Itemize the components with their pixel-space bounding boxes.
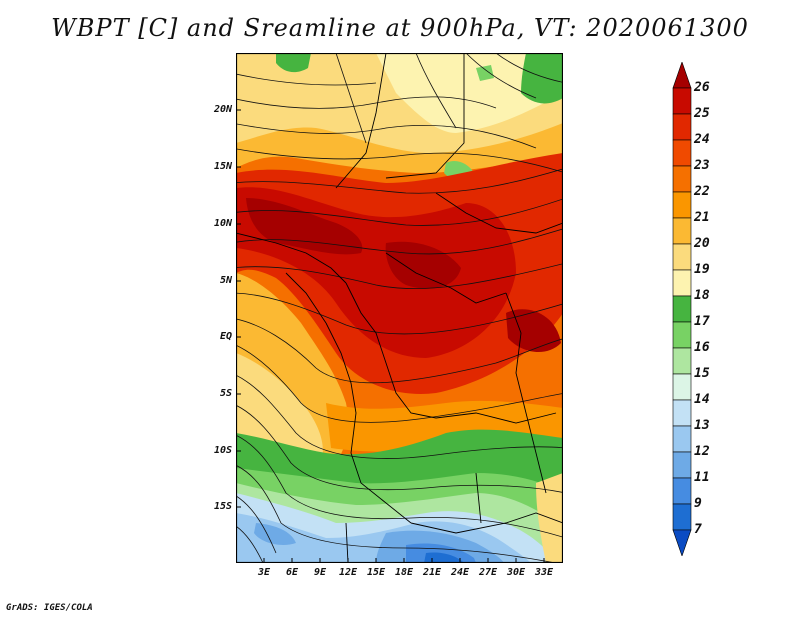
wbpt-26-zone-w [246, 198, 363, 255]
green-patch-nw [276, 53, 311, 73]
colorbar-segment [672, 321, 692, 349]
lon-label-21e: 21E [422, 567, 442, 578]
colorbar-label-26: 26 [694, 80, 710, 95]
lon-label-3e: 3E [257, 567, 271, 578]
map-canvas [236, 53, 563, 563]
colorbar-segment [672, 165, 692, 193]
lat-label-10n: 10N [213, 218, 232, 229]
green-patch-ne [521, 53, 563, 104]
wbpt-18-zone [376, 53, 563, 133]
colorbar-segment [672, 399, 692, 427]
colorbar-label-15: 15 [694, 366, 710, 381]
colorbar-label-9: 9 [694, 496, 702, 511]
colorbar-segment [672, 503, 692, 531]
colorbar-segment [672, 87, 692, 115]
map-panel [236, 53, 563, 563]
colorbar-label-20: 20 [694, 236, 710, 251]
colorbar-label-17: 17 [694, 314, 710, 329]
lon-label-18e: 18E [394, 567, 414, 578]
lat-label-15n: 15N [213, 161, 232, 172]
lon-label-6e: 6E [285, 567, 299, 578]
lat-label-eq: EQ [219, 331, 232, 342]
colorbar-segment [672, 269, 692, 297]
colorbar-segment [672, 529, 692, 556]
colorbar-label-7: 7 [694, 522, 702, 537]
lon-label-27e: 27E [478, 567, 498, 578]
colorbar-segment [672, 347, 692, 375]
colorbar-segment [672, 425, 692, 453]
lon-label-9e: 9E [313, 567, 327, 578]
colorbar-label-13: 13 [694, 418, 710, 433]
colorbar-label-22: 22 [694, 184, 710, 199]
map-title: WBPT [C] and Sreamline at 900hPa, VT: 20… [51, 14, 749, 42]
colorbar-label-23: 23 [694, 158, 710, 173]
ocean-cool-zone-2 [236, 353, 323, 463]
wbpt-9-zone [424, 552, 464, 563]
lat-label-5s: 5S [219, 388, 232, 399]
lat-label-10s: 10S [213, 445, 232, 456]
lat-label-5n: 5N [219, 275, 232, 286]
colorbar-segment [672, 451, 692, 479]
colorbar-label-18: 18 [694, 288, 710, 303]
colorbar-segment [672, 243, 692, 271]
lon-label-33e: 33E [534, 567, 554, 578]
lon-label-30e: 30E [506, 567, 526, 578]
colorbar [672, 62, 692, 556]
colorbar-segment [672, 113, 692, 141]
colorbar-segment [672, 139, 692, 167]
colorbar-label-25: 25 [694, 106, 710, 121]
country-borders [236, 53, 563, 563]
colorbar-label-21: 21 [694, 210, 710, 225]
colorbar-segment [672, 217, 692, 245]
streamlines [236, 53, 563, 563]
lat-label-15s: 15S [213, 501, 232, 512]
grads-credit: GrADS: IGES/COLA [6, 603, 93, 613]
map-frame [236, 53, 563, 563]
colorbar-segment [672, 477, 692, 505]
lon-label-12e: 12E [338, 567, 358, 578]
colorbar-segment [672, 191, 692, 219]
colorbar-segment [672, 373, 692, 401]
colorbar-label-14: 14 [694, 392, 710, 407]
colorbar-label-16: 16 [694, 340, 710, 355]
lon-label-24e: 24E [450, 567, 470, 578]
colorbar-segment [672, 62, 692, 89]
colorbar-label-12: 12 [694, 444, 710, 459]
green-patch-n2 [476, 65, 494, 81]
colorbar-label-24: 24 [694, 132, 710, 147]
axis-ticks [236, 109, 545, 563]
colorbar-segment [672, 295, 692, 323]
colorbar-label-11: 11 [694, 470, 710, 485]
lon-label-15e: 15E [366, 567, 386, 578]
colorbar-label-19: 19 [694, 262, 710, 277]
lat-label-20n: 20N [213, 104, 232, 115]
